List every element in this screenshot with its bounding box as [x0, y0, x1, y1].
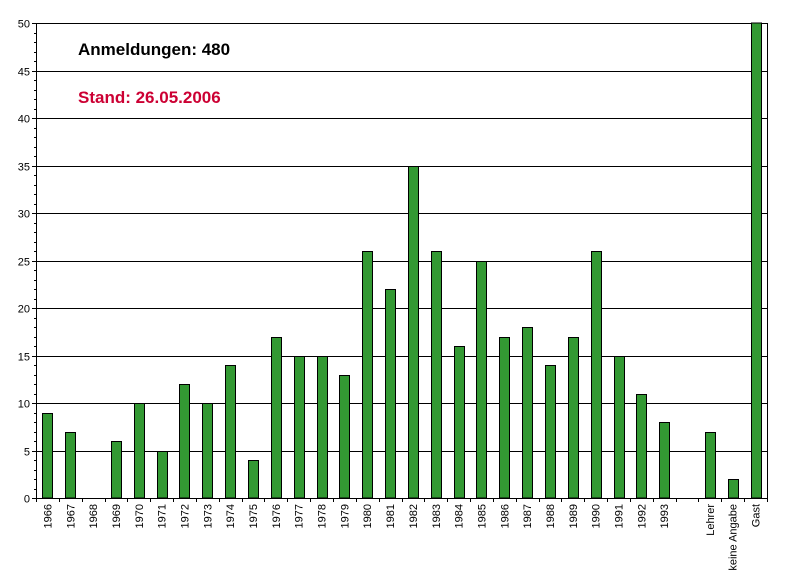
x-tick-label: 1972: [179, 504, 191, 528]
bar: [202, 403, 213, 499]
bar: [157, 451, 168, 499]
x-tick-label: 1988: [545, 504, 557, 528]
y-tick-label: 45: [18, 67, 30, 79]
bar: [385, 289, 396, 499]
y-tick-label: 10: [18, 399, 30, 411]
x-tick-label: 1979: [339, 504, 351, 528]
bar: [659, 422, 670, 499]
annotation-registrations: Anmeldungen: 480: [78, 40, 230, 59]
x-tick-label: 1976: [271, 504, 283, 528]
x-tick-label: 1974: [225, 504, 237, 528]
y-tick-label: 35: [18, 162, 30, 174]
x-tick-label: 1968: [88, 504, 100, 528]
bar: [591, 251, 602, 499]
x-tick-label: 1977: [294, 504, 306, 528]
y-tick-label: 50: [18, 19, 30, 31]
bar: [522, 327, 533, 499]
x-tick-label: 1981: [385, 504, 397, 528]
bar: [636, 394, 647, 499]
x-tick-label: keine Angabe: [728, 504, 740, 571]
bar: [705, 432, 716, 499]
bar: [728, 479, 739, 499]
x-tick-label: 1975: [248, 504, 260, 528]
x-tick-label: 1991: [614, 504, 626, 528]
x-tick-label: 1989: [568, 504, 580, 528]
bar: [431, 251, 442, 499]
bar: [499, 337, 510, 499]
x-tick-label: 1980: [362, 504, 374, 528]
x-tick-label: Gast: [751, 504, 763, 527]
bar: [248, 460, 259, 499]
bar: [614, 356, 625, 499]
x-tick-label: 1993: [659, 504, 671, 528]
y-tick-label: 30: [18, 209, 30, 221]
gridlines: [36, 23, 767, 452]
x-tick-label: 1970: [134, 504, 146, 528]
bar: [454, 346, 465, 499]
bar: [751, 22, 762, 499]
x-tick-label: 1985: [476, 504, 488, 528]
x-tick-label: 1992: [636, 504, 648, 528]
y-tick-label: 0: [24, 494, 30, 506]
x-tick-label: 1973: [202, 504, 214, 528]
bar: [362, 251, 373, 499]
y-tick-label: 15: [18, 352, 30, 364]
x-tick-label: 1967: [65, 504, 77, 528]
bar: [545, 365, 556, 499]
bar: [271, 337, 282, 499]
bar: [179, 384, 190, 499]
x-tick-label: 1966: [42, 504, 54, 528]
x-tick-label: 1984: [454, 504, 466, 528]
bar: [317, 356, 328, 499]
bar: [134, 403, 145, 499]
x-tick-label: Lehrer: [705, 504, 717, 536]
y-tick-label: 20: [18, 304, 30, 316]
bar: [568, 337, 579, 499]
y-tick-label: 5: [24, 447, 30, 459]
x-tick-label: 1969: [111, 504, 123, 528]
axes: 0 5 10 15 20 25 30 35 40 45 50 1966 1967 1968 1969 1970…: [18, 19, 768, 571]
bar: [476, 261, 487, 499]
y-tick-label: 25: [18, 257, 30, 269]
bar: [339, 375, 350, 499]
annotation-date: Stand: 26.05.2006: [78, 88, 221, 107]
x-tick-label: 1990: [591, 504, 603, 528]
bar: [225, 365, 236, 499]
x-tick-label: 1983: [431, 504, 443, 528]
x-tick-label: 1986: [499, 504, 511, 528]
x-tick-label: 1982: [408, 504, 420, 528]
x-tick-label: 1971: [157, 504, 169, 528]
bar: [408, 166, 419, 499]
x-tick-label: 1978: [317, 504, 329, 528]
x-tick-label: 1987: [522, 504, 534, 528]
bars: [42, 22, 762, 499]
bar: [42, 413, 53, 499]
bar: [294, 356, 305, 499]
bar: [65, 432, 76, 499]
bar: [111, 441, 122, 499]
y-tick-label: 40: [18, 114, 30, 126]
